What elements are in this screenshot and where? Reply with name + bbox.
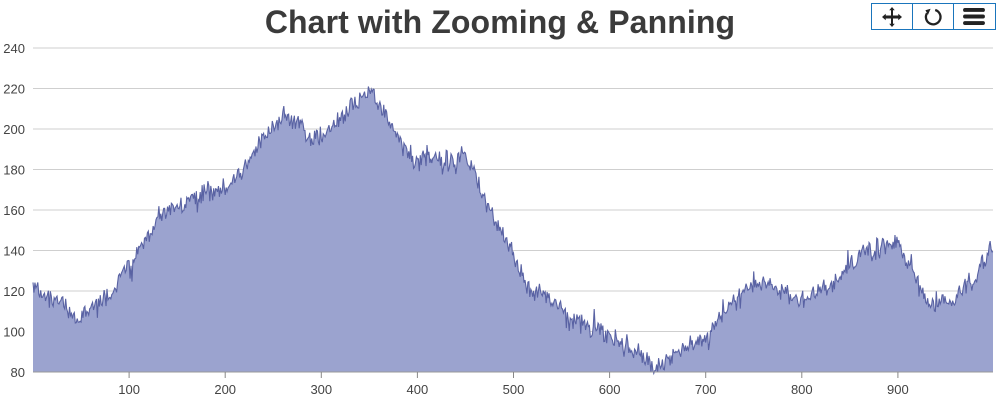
svg-text:100: 100 (3, 325, 25, 340)
svg-text:200: 200 (3, 122, 25, 137)
svg-text:500: 500 (503, 382, 525, 397)
svg-text:240: 240 (3, 41, 25, 56)
svg-text:160: 160 (3, 203, 25, 218)
svg-text:120: 120 (3, 284, 25, 299)
svg-text:800: 800 (791, 382, 813, 397)
svg-text:180: 180 (3, 163, 25, 178)
svg-text:140: 140 (3, 244, 25, 259)
svg-text:300: 300 (310, 382, 332, 397)
svg-text:400: 400 (407, 382, 429, 397)
svg-text:220: 220 (3, 82, 25, 97)
svg-text:600: 600 (599, 382, 621, 397)
svg-text:900: 900 (887, 382, 909, 397)
svg-text:200: 200 (214, 382, 236, 397)
svg-text:100: 100 (118, 382, 140, 397)
svg-text:80: 80 (11, 365, 25, 380)
svg-text:700: 700 (695, 382, 717, 397)
